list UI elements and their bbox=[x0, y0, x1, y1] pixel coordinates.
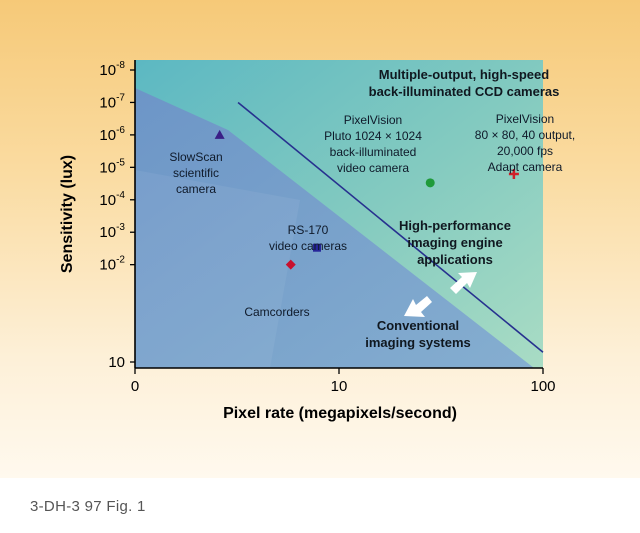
y-axis-label: Sensitivity (lux) bbox=[59, 155, 76, 273]
pluto-marker bbox=[425, 178, 435, 188]
point-label: PixelVision 80 × 80, 40 output, 20,000 fps… bbox=[475, 112, 575, 174]
y-tick-label: 10-8 bbox=[99, 60, 125, 79]
region-label: Multiple-output, high-speed back-illumina… bbox=[369, 67, 560, 99]
point-label: RS-170 video cameras bbox=[269, 223, 347, 253]
point-label-line: PixelVision bbox=[344, 113, 402, 127]
point-label-line: 80 × 80, 40 output, bbox=[475, 128, 575, 142]
y-tick-base: 10 bbox=[99, 257, 116, 274]
y-tick-exponent: -4 bbox=[116, 190, 125, 201]
arrow-down-left bbox=[404, 296, 432, 317]
y-tick-exponent: -6 bbox=[116, 125, 125, 136]
point-label-line: SlowScan bbox=[169, 150, 222, 164]
point-label-line: PixelVision bbox=[496, 112, 554, 126]
y-tick-label: 10-2 bbox=[99, 255, 125, 274]
point-label-line: video camera bbox=[337, 161, 409, 175]
point-label: Camcorders bbox=[244, 305, 309, 319]
y-tick-base: 10 bbox=[99, 127, 116, 144]
point-label: PixelVision Pluto 1024 × 1024 back-illumin… bbox=[324, 113, 422, 175]
y-tick-base: 10 bbox=[99, 159, 116, 176]
region-label-line: imaging systems bbox=[365, 335, 471, 350]
chart: 10-810-710-610-510-410-310-210 0 10 100 Pi… bbox=[59, 60, 575, 422]
adapt-marker bbox=[508, 168, 519, 179]
y-tick-exponent: -3 bbox=[116, 222, 125, 233]
y-tick-label: 10-6 bbox=[99, 125, 125, 144]
arrow-up-right bbox=[450, 272, 477, 294]
y-tick-label: 10-5 bbox=[99, 157, 125, 176]
region-label-line: High-performance bbox=[399, 218, 511, 233]
region-label-line: back-illuminated CCD cameras bbox=[369, 84, 560, 99]
y-tick-base: 10 bbox=[99, 94, 116, 111]
point-label-line: RS-170 bbox=[288, 223, 329, 237]
point-label-line: scientific bbox=[173, 166, 219, 180]
y-tick-label: 10-3 bbox=[99, 222, 125, 241]
y-tick-base: 10 bbox=[99, 224, 116, 241]
point-label-line: Pluto 1024 × 1024 bbox=[324, 129, 422, 143]
camcorder-marker bbox=[285, 259, 296, 270]
region-arrows bbox=[404, 272, 477, 317]
y-tick-exponent: -7 bbox=[116, 92, 125, 103]
y-tick-exponent: -8 bbox=[116, 60, 125, 71]
y-tick-base: 10 bbox=[99, 62, 116, 79]
x-tick-label: 0 bbox=[131, 378, 139, 395]
x-axis-label: Pixel rate (megapixels/second) bbox=[223, 405, 457, 422]
rs170-marker bbox=[312, 243, 321, 252]
region-label: High-performance imaging engine applicatio… bbox=[399, 218, 511, 267]
y-tick-label: 10 bbox=[108, 354, 125, 371]
y-tick-base: 10 bbox=[108, 354, 125, 371]
point-label-line: camera bbox=[176, 182, 216, 196]
region-label-line: imaging engine bbox=[407, 235, 502, 250]
y-tick-label: 10-4 bbox=[99, 190, 125, 209]
boundary-line bbox=[237, 101, 544, 353]
y-tick-base: 10 bbox=[99, 192, 116, 209]
region-label-line: Conventional bbox=[377, 318, 459, 333]
region-label-line: applications bbox=[417, 252, 493, 267]
x-tick-label: 100 bbox=[530, 378, 555, 395]
y-tick-exponent: -2 bbox=[116, 255, 125, 266]
region-label: Conventional imaging systems bbox=[365, 318, 471, 350]
point-label-line: back-illuminated bbox=[330, 145, 417, 159]
region-label-line: Multiple-output, high-speed bbox=[379, 67, 549, 82]
slowscan-marker bbox=[214, 129, 225, 139]
point-label-line: Adapt camera bbox=[488, 160, 563, 174]
x-tick-label: 10 bbox=[331, 378, 348, 395]
point-label-line: Camcorders bbox=[244, 305, 309, 319]
y-tick-exponent: -5 bbox=[116, 157, 125, 168]
point-label: SlowScan scientific camera bbox=[169, 150, 222, 196]
point-label-line: 20,000 fps bbox=[497, 144, 553, 158]
y-tick-label: 10-7 bbox=[99, 92, 125, 111]
conventional-region bbox=[135, 88, 534, 368]
faint-band bbox=[135, 170, 300, 368]
point-label-line: video cameras bbox=[269, 239, 347, 253]
figure-caption: 3-DH-3 97 Fig. 1 bbox=[30, 498, 146, 515]
figure-panel: 10-8 10-7 10-6 10-5 10-4 10-3 10-2 10 0 10 100 Pi… bbox=[0, 0, 640, 478]
